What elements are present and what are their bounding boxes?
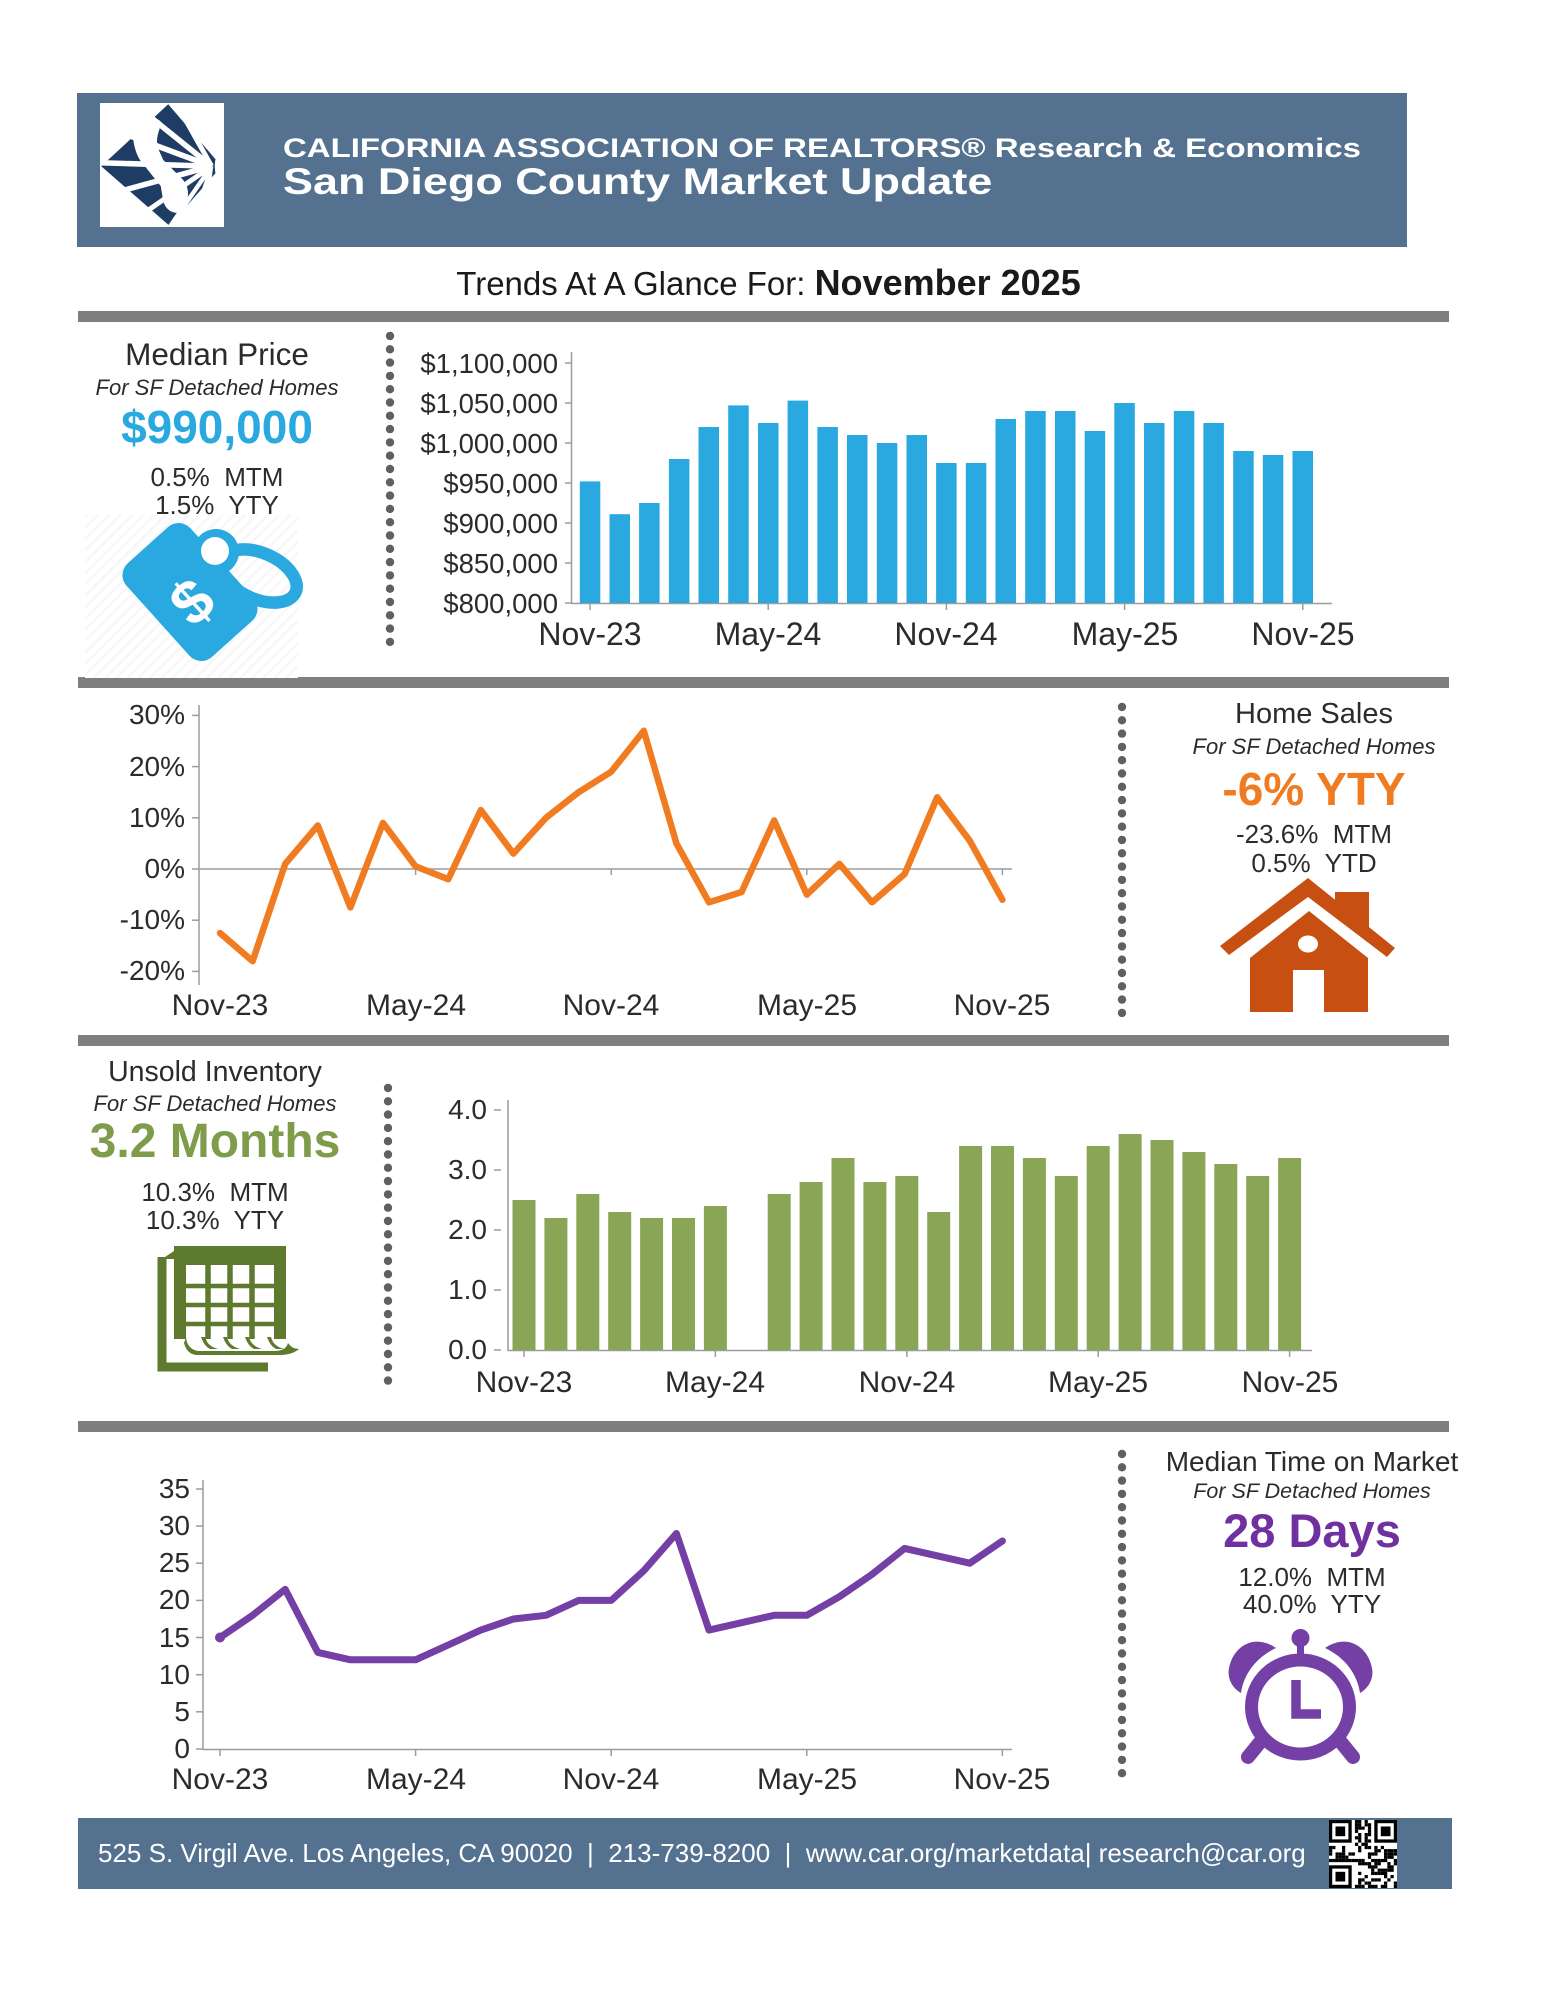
svg-text:Nov-24: Nov-24 xyxy=(859,1366,956,1399)
svg-text:May-24: May-24 xyxy=(715,616,822,652)
svg-text:10%: 10% xyxy=(129,802,185,833)
svg-text:May-25: May-25 xyxy=(757,989,857,1022)
svg-text:-10%: -10% xyxy=(120,904,185,935)
svg-text:15: 15 xyxy=(159,1622,190,1653)
svg-text:4.0: 4.0 xyxy=(448,1094,487,1125)
svg-text:$850,000: $850,000 xyxy=(443,548,558,579)
svg-text:0%: 0% xyxy=(145,853,185,884)
svg-text:Nov-24: Nov-24 xyxy=(894,616,997,652)
svg-text:May-25: May-25 xyxy=(757,1763,857,1796)
svg-text:Nov-23: Nov-23 xyxy=(172,989,269,1022)
svg-text:Nov-23: Nov-23 xyxy=(538,616,641,652)
svg-text:$900,000: $900,000 xyxy=(443,508,558,539)
svg-text:10: 10 xyxy=(159,1659,190,1690)
svg-text:May-24: May-24 xyxy=(366,1763,466,1796)
svg-text:0: 0 xyxy=(174,1733,190,1764)
svg-text:Nov-25: Nov-25 xyxy=(954,989,1051,1022)
svg-text:2.0: 2.0 xyxy=(448,1214,487,1245)
svg-text:5: 5 xyxy=(174,1696,190,1727)
svg-text:3.0: 3.0 xyxy=(448,1154,487,1185)
svg-text:May-25: May-25 xyxy=(1048,1366,1148,1399)
svg-text:Nov-25: Nov-25 xyxy=(1242,1366,1339,1399)
svg-text:30%: 30% xyxy=(129,699,185,730)
svg-text:25: 25 xyxy=(159,1547,190,1578)
svg-text:Nov-23: Nov-23 xyxy=(476,1366,573,1399)
svg-text:30: 30 xyxy=(159,1510,190,1541)
svg-text:Nov-23: Nov-23 xyxy=(172,1763,269,1796)
svg-text:May-24: May-24 xyxy=(366,989,466,1022)
svg-text:$800,000: $800,000 xyxy=(443,588,558,619)
svg-text:$1,050,000: $1,050,000 xyxy=(420,388,558,419)
svg-text:35: 35 xyxy=(159,1473,190,1504)
svg-text:1.0: 1.0 xyxy=(448,1274,487,1305)
svg-text:May-25: May-25 xyxy=(1072,616,1179,652)
svg-text:-20%: -20% xyxy=(120,955,185,986)
svg-text:20%: 20% xyxy=(129,751,185,782)
svg-text:Nov-24: Nov-24 xyxy=(563,1763,660,1796)
svg-text:$1,000,000: $1,000,000 xyxy=(420,428,558,459)
svg-text:20: 20 xyxy=(159,1584,190,1615)
svg-text:$1,100,000: $1,100,000 xyxy=(420,348,558,379)
svg-text:Nov-25: Nov-25 xyxy=(1251,616,1354,652)
svg-text:Nov-25: Nov-25 xyxy=(954,1763,1051,1796)
svg-text:May-24: May-24 xyxy=(665,1366,765,1399)
svg-text:Nov-24: Nov-24 xyxy=(563,989,660,1022)
svg-text:0.0: 0.0 xyxy=(448,1334,487,1365)
svg-text:$950,000: $950,000 xyxy=(443,468,558,499)
